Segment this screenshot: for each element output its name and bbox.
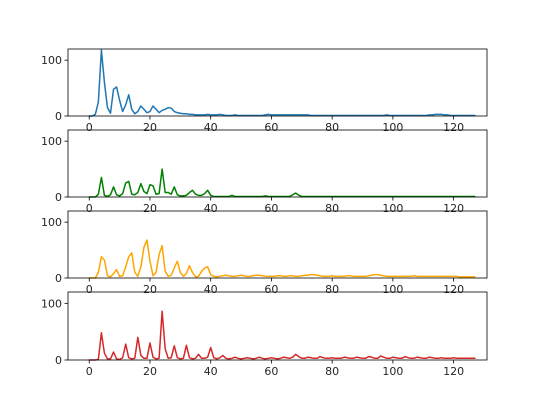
series-line-3 <box>88 239 476 279</box>
x-tick-label: 60 <box>264 121 278 134</box>
x-tick-label: 0 <box>86 365 93 378</box>
y-tick-label: 0 <box>55 191 62 204</box>
x-tick-label: 40 <box>204 202 218 215</box>
x-tick-label: 0 <box>86 121 93 134</box>
x-tick-label: 0 <box>86 202 93 215</box>
y-tick-label: 100 <box>41 216 62 229</box>
subplots: 0 20 40 60 80 100 120 0 100 0 20 40 60 80 100 120 0 100 0 2… <box>41 48 488 378</box>
x-tick-label: 100 <box>382 121 403 134</box>
axes-frame <box>67 129 488 198</box>
y-tick-label: 0 <box>55 110 62 123</box>
x-tick-label: 60 <box>264 283 278 296</box>
axes-frame <box>67 48 488 117</box>
x-tick-label: 20 <box>143 121 157 134</box>
x-tick-label: 80 <box>325 283 339 296</box>
x-tick-label: 20 <box>143 365 157 378</box>
x-tick-label: 20 <box>143 283 157 296</box>
x-tick-label: 60 <box>264 202 278 215</box>
x-tick-label: 120 <box>443 202 464 215</box>
x-tick-label: 120 <box>443 283 464 296</box>
y-tick-label: 100 <box>41 135 62 148</box>
subplot-2: 0 20 40 60 80 100 120 0 100 <box>41 129 488 215</box>
x-tick-label: 40 <box>204 121 218 134</box>
x-tick-label: 0 <box>86 283 93 296</box>
x-tick-label: 120 <box>443 121 464 134</box>
x-tick-label: 20 <box>143 202 157 215</box>
series-line-2 <box>88 168 476 198</box>
subplot-4: 0 20 40 60 80 100 120 0 100 <box>41 291 488 378</box>
y-tick-label: 100 <box>41 297 62 310</box>
x-tick-label: 40 <box>204 283 218 296</box>
x-tick-label: 100 <box>382 365 403 378</box>
series-line-1 <box>88 49 476 117</box>
x-tick-label: 40 <box>204 365 218 378</box>
x-tick-label: 120 <box>443 365 464 378</box>
x-tick-label: 80 <box>325 202 339 215</box>
x-tick-label: 80 <box>325 121 339 134</box>
y-tick-label: 0 <box>55 354 62 367</box>
subplot-3: 0 20 40 60 80 100 120 0 100 <box>41 210 488 296</box>
y-tick-label: 100 <box>41 54 62 67</box>
axes-frame <box>67 210 488 279</box>
x-tick-label: 100 <box>382 202 403 215</box>
subplot-1: 0 20 40 60 80 100 120 0 100 <box>41 48 488 134</box>
x-tick-label: 100 <box>382 283 403 296</box>
x-tick-label: 80 <box>325 365 339 378</box>
x-tick-label: 60 <box>264 365 278 378</box>
series-line-4 <box>88 310 476 361</box>
y-tick-label: 0 <box>55 272 62 285</box>
axes-frame <box>67 291 488 361</box>
